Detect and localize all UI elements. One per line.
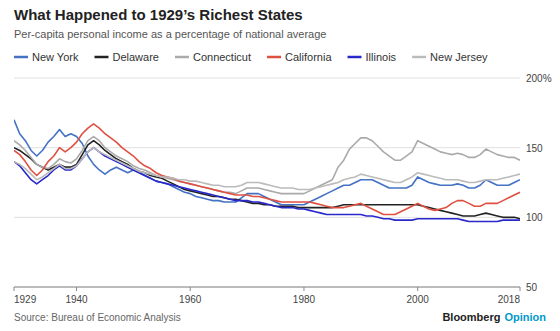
legend-entry: New York — [32, 51, 79, 63]
series-line — [14, 120, 520, 205]
legend-swatch — [94, 56, 108, 59]
y-tick-label: 200% — [526, 73, 552, 84]
series-line — [14, 148, 520, 190]
series-line — [14, 137, 520, 194]
legend-entry: California — [285, 51, 332, 63]
x-tick-label: 1980 — [293, 294, 316, 305]
title: What Happened to 1929’s Richest States — [14, 6, 303, 23]
x-tick — [417, 287, 418, 291]
x-tick — [520, 287, 521, 291]
grid-line — [14, 217, 520, 218]
annotation: Opinion — [504, 311, 546, 323]
x-tick-label: 2000 — [407, 294, 430, 305]
x-tick — [303, 287, 304, 291]
x-tick-label: 1940 — [65, 294, 88, 305]
legend-swatch — [412, 56, 426, 59]
x-tick-label: 1929 — [14, 294, 37, 305]
source: Source: Bureau of Economic Analysis — [14, 312, 181, 323]
grid-line — [14, 78, 520, 79]
y-tick-label: 50 — [526, 282, 538, 293]
lines — [14, 120, 520, 222]
x-tick-label: 2018 — [498, 294, 521, 305]
grid-line — [14, 287, 520, 288]
y-tick-label: 150 — [526, 143, 543, 154]
chart: What Happened to 1929’s Richest States Pe… — [0, 0, 560, 331]
legend-swatch — [267, 56, 281, 59]
legend-swatch — [175, 56, 189, 59]
x-tick — [14, 287, 15, 291]
legend-entry: Connecticut — [193, 51, 251, 63]
series-line — [14, 148, 520, 222]
legend-swatch — [348, 56, 362, 59]
grid-line — [14, 147, 520, 148]
x-axis — [14, 287, 520, 288]
legend-entry: Delaware — [112, 51, 158, 63]
annotation: Bloomberg — [442, 311, 500, 323]
series-line — [14, 124, 520, 215]
x-tick — [76, 287, 77, 291]
x-tick — [190, 287, 191, 291]
y-tick-label: 100 — [526, 212, 543, 223]
x-tick-label: 1960 — [179, 294, 202, 305]
legend-entry: Illinois — [366, 51, 397, 63]
subtitle: Per-capita personal income as a percenta… — [14, 28, 326, 40]
legend-entry: New Jersey — [430, 51, 488, 63]
legend-swatch — [14, 56, 28, 59]
